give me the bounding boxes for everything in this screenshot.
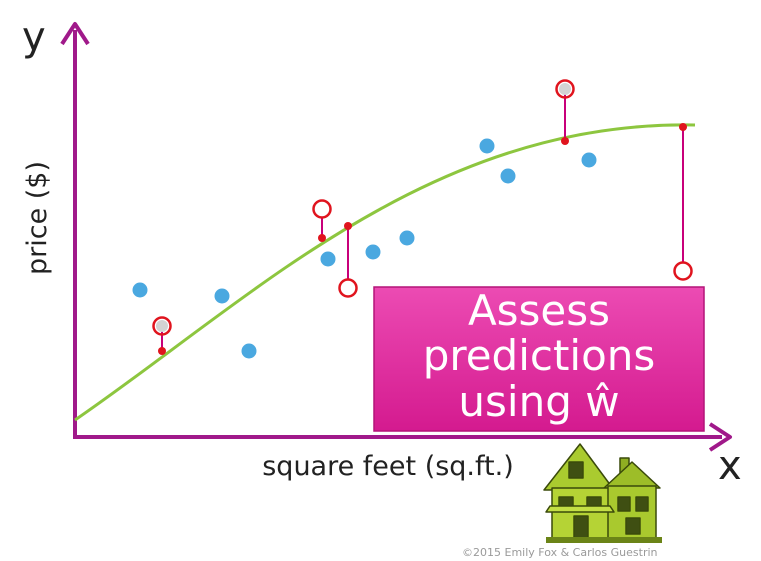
observed-point-gray: [559, 83, 571, 95]
prediction-dot: [679, 123, 687, 131]
data-point: [399, 230, 415, 246]
y-axis-arrowhead: [60, 22, 90, 46]
observed-point-ring: [152, 316, 172, 336]
y-axis-letter: y: [22, 14, 46, 60]
residual-1: [152, 316, 172, 355]
prediction-dot: [318, 234, 326, 242]
residual-3: [338, 222, 358, 298]
observed-point-gray: [156, 320, 168, 332]
prediction-dot: [158, 347, 166, 355]
prediction-dot: [561, 137, 569, 145]
data-point: [132, 282, 148, 298]
callout-background: [373, 286, 705, 432]
prediction-dot: [344, 222, 352, 230]
callout-line-1: Assess: [468, 286, 610, 335]
y-axis-label: price ($): [22, 161, 53, 275]
data-point: [365, 244, 381, 260]
observed-point-ring: [673, 261, 693, 281]
data-point: [479, 138, 495, 154]
residual-2: [312, 199, 332, 242]
observed-point-ring: [555, 79, 575, 99]
x-axis-letter: x: [718, 443, 742, 489]
residual-5: [673, 123, 693, 281]
copyright-text: ©2015 Emily Fox & Carlos Guestrin: [462, 546, 658, 559]
axes: [60, 22, 732, 452]
observed-point-ring: [312, 199, 332, 219]
callout-box: Assess predictions using ŵ: [373, 286, 705, 432]
data-point: [500, 168, 516, 184]
data-point: [320, 251, 336, 267]
callout-line-2: predictions: [423, 331, 656, 380]
data-point: [241, 343, 257, 359]
x-axis-arrowhead: [708, 422, 732, 452]
observed-point-ring: [338, 278, 358, 298]
residual-4: [555, 79, 575, 145]
data-point: [581, 152, 597, 168]
data-point: [214, 288, 230, 304]
x-axis-label: square feet (sq.ft.): [262, 451, 514, 482]
data-points: [132, 138, 597, 359]
house-icon: [543, 443, 662, 543]
callout-line-3: using ŵ: [458, 377, 619, 426]
